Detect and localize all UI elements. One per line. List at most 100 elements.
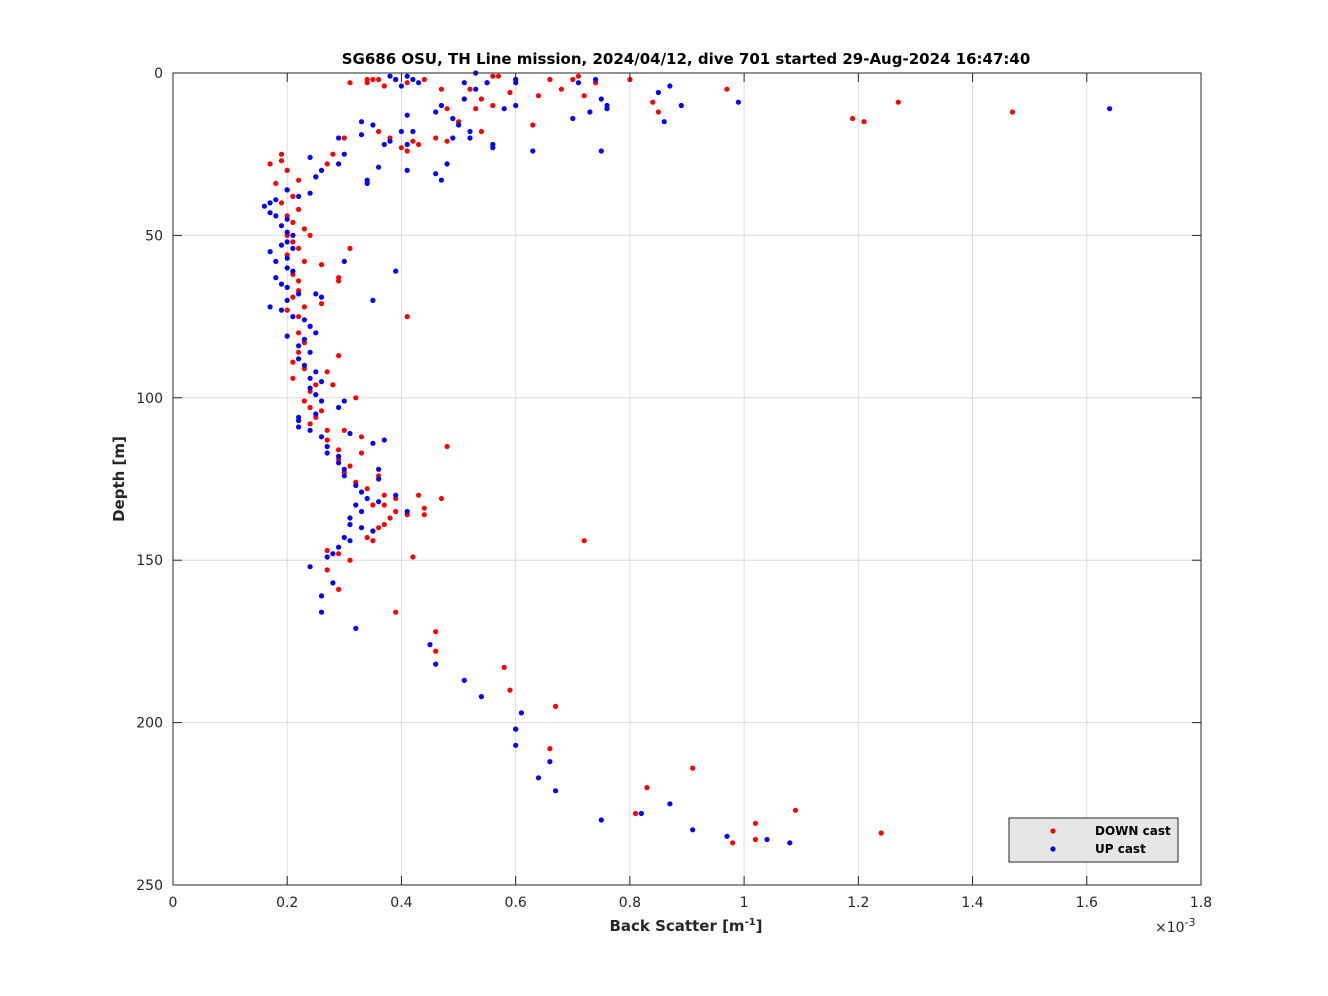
up-cast-point (553, 788, 559, 794)
down-cast-point (381, 502, 387, 508)
up-cast-point (410, 128, 416, 135)
down-cast-point (347, 463, 353, 469)
plot-frame (172, 72, 1202, 886)
up-cast-point (404, 73, 410, 79)
down-cast-point (284, 167, 290, 173)
up-cast-point (341, 534, 347, 541)
up-cast-point (307, 323, 313, 329)
down-cast-point (376, 525, 382, 531)
down-cast-point (301, 398, 307, 404)
up-cast-point (518, 710, 525, 716)
up-cast-point (313, 330, 319, 336)
up-cast-point (278, 242, 285, 248)
down-cast-point (1009, 109, 1016, 115)
up-cast-point (296, 356, 302, 362)
down-cast-point (387, 515, 393, 521)
up-cast-point (330, 580, 336, 586)
grid-lines (173, 73, 1201, 885)
up-cast-point (324, 443, 330, 450)
down-cast-point (290, 193, 296, 199)
down-cast-point (324, 369, 330, 375)
series-up-cast (261, 70, 1113, 846)
down-cast-point (895, 99, 901, 105)
up-cast-point (364, 180, 370, 186)
up-cast-point (307, 349, 313, 355)
up-cast-point (404, 141, 410, 148)
down-cast-point (404, 80, 410, 86)
up-cast-point (393, 268, 399, 274)
down-cast-point (650, 99, 656, 105)
up-cast-point (638, 810, 644, 817)
x-tick-labels: 0 0.2 0.4 0.6 0.8 1 1.2 1.4 1.6 1.8 (169, 895, 1213, 911)
up-cast-point (393, 492, 399, 498)
down-cast-point (318, 301, 325, 307)
up-cast-point (347, 430, 353, 437)
x-tick-label: 1 (740, 895, 749, 911)
down-cast-point (633, 810, 639, 817)
down-cast-point (381, 492, 387, 498)
down-cast-point (330, 151, 336, 157)
up-cast-point (284, 229, 290, 235)
up-cast-point (324, 554, 330, 560)
up-cast-point (570, 115, 576, 122)
up-cast-point (690, 827, 696, 833)
down-cast-point (324, 161, 330, 167)
down-cast-point (421, 512, 427, 518)
legend-marker-up (1050, 846, 1056, 852)
up-cast-point (398, 128, 404, 135)
plot-area (173, 73, 1201, 885)
up-cast-point (318, 167, 325, 173)
up-cast-point (393, 76, 399, 83)
up-cast-point (336, 404, 342, 411)
down-cast-point (336, 586, 342, 593)
up-cast-point (501, 106, 507, 112)
up-cast-point (513, 742, 519, 748)
down-cast-point (381, 521, 387, 528)
down-cast-point (547, 746, 553, 752)
up-cast-point (301, 336, 307, 342)
down-cast-point (438, 86, 444, 92)
down-cast-point (364, 80, 370, 86)
down-cast-point (347, 557, 353, 563)
up-cast-point (433, 109, 439, 115)
up-cast-point (318, 294, 325, 300)
y-tick-labels: 0 50 100 150 200 250 (136, 66, 163, 894)
up-cast-point (473, 86, 479, 92)
up-cast-point (370, 297, 376, 303)
up-cast-point (724, 833, 730, 839)
up-cast-point (404, 508, 410, 515)
up-cast-point (341, 151, 347, 157)
down-cast-point (273, 180, 279, 186)
up-cast-point (764, 836, 770, 843)
down-cast-point (535, 93, 542, 99)
up-cast-point (290, 232, 296, 238)
down-cast-point (318, 408, 325, 414)
up-cast-point (575, 80, 582, 86)
down-cast-point (318, 262, 325, 268)
up-cast-point (307, 190, 313, 196)
up-cast-point (267, 304, 273, 310)
down-cast-point (364, 486, 370, 492)
up-cast-point (370, 528, 376, 534)
x-tick-label: 0 (169, 895, 178, 911)
up-cast-point (273, 275, 279, 281)
up-cast-point (313, 411, 319, 417)
down-cast-point (861, 119, 867, 125)
up-cast-point (318, 593, 325, 599)
up-cast-point (535, 775, 542, 781)
up-cast-point (787, 840, 793, 846)
up-cast-point (547, 759, 553, 765)
x-tick-label: 1.2 (847, 895, 869, 911)
up-cast-point (376, 164, 382, 170)
up-cast-point (376, 476, 382, 482)
down-cast-point (644, 785, 650, 791)
down-cast-point (558, 86, 565, 92)
down-cast-point (553, 703, 559, 710)
down-cast-point (353, 395, 359, 401)
up-cast-point (735, 99, 742, 105)
up-cast-point (358, 508, 365, 515)
down-cast-point (324, 547, 330, 554)
up-cast-point (353, 482, 359, 489)
up-cast-point (353, 625, 359, 632)
